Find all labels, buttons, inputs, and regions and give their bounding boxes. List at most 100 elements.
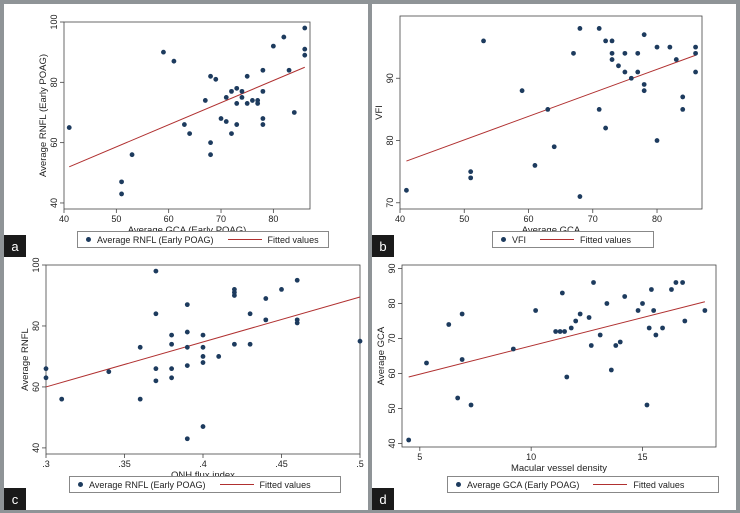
x-tick-label: 40 (395, 214, 405, 224)
y-tick-label: 40 (31, 443, 41, 453)
data-point (673, 57, 679, 62)
data-point (260, 88, 266, 94)
y-tick-label: 90 (387, 263, 397, 273)
data-point (603, 38, 609, 44)
legend-label-series: Average RNFL (Early POAG) (89, 479, 206, 490)
legend-label-series: Average GCA (Early POAG) (467, 479, 580, 490)
data-point (510, 346, 516, 352)
fitted-line (406, 54, 696, 162)
data-point (286, 67, 292, 73)
data-point (654, 138, 660, 143)
data-point (651, 308, 657, 313)
data-point (294, 277, 300, 283)
data-point (250, 98, 255, 103)
legend-marker-dot (456, 482, 461, 487)
data-point (573, 318, 579, 324)
data-point (171, 58, 177, 64)
data-point (200, 332, 206, 338)
y-tick-label: 60 (31, 382, 41, 392)
chart-panel-a: 40 50 60 70 80 40 60 80 100 Average GCA (Early PO… (4, 4, 368, 257)
data-point (673, 280, 679, 285)
data-point (588, 343, 594, 348)
data-point (682, 318, 688, 324)
data-point (586, 315, 592, 320)
data-point (468, 169, 474, 175)
data-point (59, 396, 65, 402)
y-tick-label: 80 (49, 77, 59, 87)
data-point (667, 44, 673, 50)
data-point (232, 293, 237, 298)
data-point (247, 341, 253, 347)
x-tick-label: 10 (526, 452, 536, 462)
data-point (66, 125, 72, 130)
legend-marker-line (540, 239, 575, 240)
data-point (693, 44, 698, 50)
data-point (693, 69, 698, 75)
data-point (551, 144, 557, 150)
legend-label-series: Average RNFL (Early POAG) (97, 234, 214, 245)
data-point (609, 57, 615, 62)
data-point (169, 341, 175, 347)
x-tick-label: 50 (459, 214, 469, 224)
data-point (635, 308, 641, 313)
data-point (187, 131, 193, 136)
panel-tag-a: a (4, 235, 26, 257)
data-point (169, 332, 175, 338)
data-point (616, 63, 621, 69)
plot-frame (63, 21, 311, 210)
legend-label-fit: Fitted values (267, 234, 319, 245)
x-tick-label: 80 (652, 214, 662, 224)
y-tick-label: 40 (387, 438, 397, 448)
data-point (239, 95, 245, 100)
data-point (244, 101, 250, 106)
data-point (43, 375, 49, 381)
data-point (653, 332, 659, 338)
x-tick-label: 50 (111, 214, 121, 224)
data-point (649, 287, 654, 292)
fitted-line (45, 296, 361, 388)
x-tick-label: .4 (199, 459, 207, 469)
data-point (622, 50, 628, 56)
y-tick-label: 100 (31, 257, 41, 272)
legend-label-fit: Fitted values (580, 234, 632, 245)
legend-marker-line (227, 239, 262, 240)
data-point (660, 325, 665, 331)
data-point (223, 95, 229, 100)
data-point (202, 98, 208, 103)
data-point (641, 88, 647, 94)
y-tick-label: 50 (387, 403, 397, 413)
data-point (263, 317, 269, 323)
x-tick-label: 15 (638, 452, 648, 462)
scatter-plot-c: .3 .35 .4 .45 .5 40 60 80 100 ONH flux index Avera… (20, 257, 364, 481)
data-point (137, 344, 143, 350)
panel-tag-b: b (372, 235, 394, 257)
legend-d: Average GCA (Early POAG) Fitted values (447, 476, 719, 493)
y-axis-label: Average RNFL (Early POAG) (38, 54, 49, 177)
data-point (641, 82, 647, 87)
data-point (200, 354, 206, 359)
y-tick-label: 40 (49, 198, 59, 208)
data-point (184, 363, 190, 368)
chart-panel-b: 4050607080708090Average GCAVFI VFI Fitte… (372, 4, 736, 257)
data-point (153, 366, 159, 372)
data-point (208, 140, 213, 146)
x-tick-label: 70 (216, 214, 226, 224)
y-tick-label: 70 (385, 198, 395, 208)
legend-a: Average RNFL (Early POAG) Fitted values (77, 231, 329, 248)
data-point (119, 179, 124, 185)
data-point (532, 163, 538, 168)
x-axis-label: Average GCA (Early POAG) (128, 225, 247, 236)
x-tick-label: 40 (59, 214, 69, 224)
data-point (533, 308, 539, 313)
fitted-line (408, 301, 705, 378)
x-axis-label: Average GCA (522, 225, 581, 236)
x-tick-label: 60 (164, 214, 174, 224)
data-point (562, 329, 567, 334)
data-point (260, 67, 266, 73)
x-tick-label: 5 (417, 452, 422, 462)
legend-b: VFI Fitted values (492, 231, 654, 248)
legend-c: Average RNFL (Early POAG) Fitted values (69, 476, 341, 493)
data-point (669, 287, 674, 292)
data-point (596, 106, 602, 112)
data-point (693, 50, 698, 56)
